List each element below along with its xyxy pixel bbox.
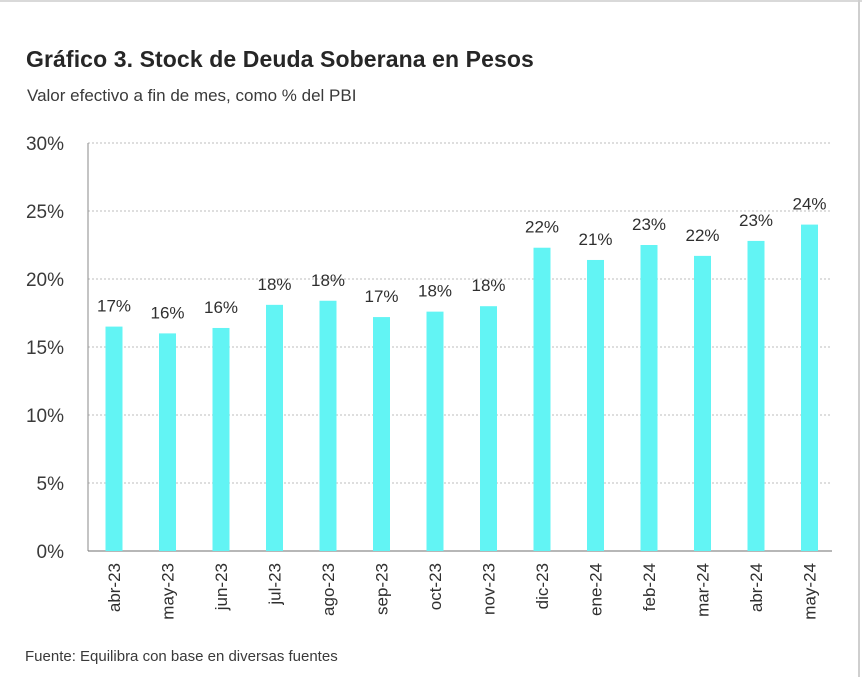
- y-tick-label: 0%: [37, 542, 65, 563]
- y-tick-label: 30%: [26, 134, 64, 155]
- y-tick-label: 15%: [26, 338, 64, 359]
- bar: [801, 224, 818, 551]
- x-tick-label: dic-23: [533, 563, 552, 609]
- y-tick-labels: 0% 5% 10% 15% 20% 25% 30%: [26, 134, 64, 563]
- x-tick-label: jun-23: [212, 563, 231, 611]
- bar: [640, 245, 658, 551]
- data-label: 16%: [150, 303, 184, 322]
- bar: [747, 240, 765, 552]
- x-tick-label: ene-24: [587, 563, 606, 616]
- chart-title: Gráfico 3. Stock de Deuda Soberana en Pe…: [26, 46, 534, 72]
- gridlines: [88, 142, 832, 484]
- bar: [319, 300, 337, 551]
- data-label: 18%: [311, 271, 345, 290]
- data-label: 16%: [204, 298, 238, 317]
- y-tick-label: 10%: [26, 406, 64, 427]
- bar: [105, 326, 123, 551]
- x-tick-label: ago-23: [319, 563, 338, 616]
- y-tick-label: 20%: [26, 270, 64, 291]
- x-tick-label: feb-24: [640, 563, 659, 611]
- data-label: 24%: [792, 195, 826, 214]
- x-tick-label: nov-23: [480, 563, 499, 615]
- x-tick-label: oct-23: [426, 563, 445, 610]
- data-label: 17%: [364, 287, 398, 306]
- bar: [480, 306, 497, 551]
- x-tick-label: sep-23: [373, 563, 392, 615]
- data-label: 18%: [257, 275, 291, 294]
- frame-right-border: [858, 0, 860, 677]
- x-tick-label: jul-23: [266, 563, 285, 606]
- data-label: 22%: [525, 218, 559, 237]
- bar: [266, 304, 283, 551]
- y-tick-label: 5%: [37, 474, 65, 495]
- chart-subtitle: Valor efectivo a fin de mes, como % del …: [27, 86, 357, 105]
- x-tick-label: abr-23: [105, 563, 124, 612]
- frame-top-border: [0, 0, 862, 2]
- data-label: 17%: [97, 297, 131, 316]
- y-tick-label: 25%: [26, 202, 64, 223]
- x-tick-label: may-23: [159, 563, 178, 620]
- bar: [694, 255, 711, 551]
- data-label: 18%: [471, 276, 505, 295]
- x-tick-label: mar-24: [694, 563, 713, 617]
- x-tick-label: may-24: [801, 563, 820, 620]
- x-tick-label: abr-24: [747, 563, 766, 612]
- data-label: 21%: [578, 230, 612, 249]
- data-label: 22%: [685, 226, 719, 245]
- data-label: 23%: [739, 211, 773, 230]
- data-label: 18%: [418, 282, 452, 301]
- bar: [587, 259, 604, 551]
- x-tick-labels: abr-23 may-23 jun-23 jul-23 ago-23 sep-23 oct-…: [105, 563, 820, 620]
- bar: [426, 311, 444, 551]
- data-label: 23%: [632, 215, 666, 234]
- bar: [373, 317, 390, 551]
- bar: [159, 333, 176, 551]
- chart-source: Fuente: Equilibra con base en diversas f…: [25, 648, 338, 665]
- bar: [212, 327, 230, 551]
- bars: [105, 224, 818, 552]
- bar: [533, 247, 551, 551]
- data-labels: 17% 16% 16% 18% 18% 17% 18% 18% 22% 21% 23% 22% 23% 2…: [97, 195, 827, 323]
